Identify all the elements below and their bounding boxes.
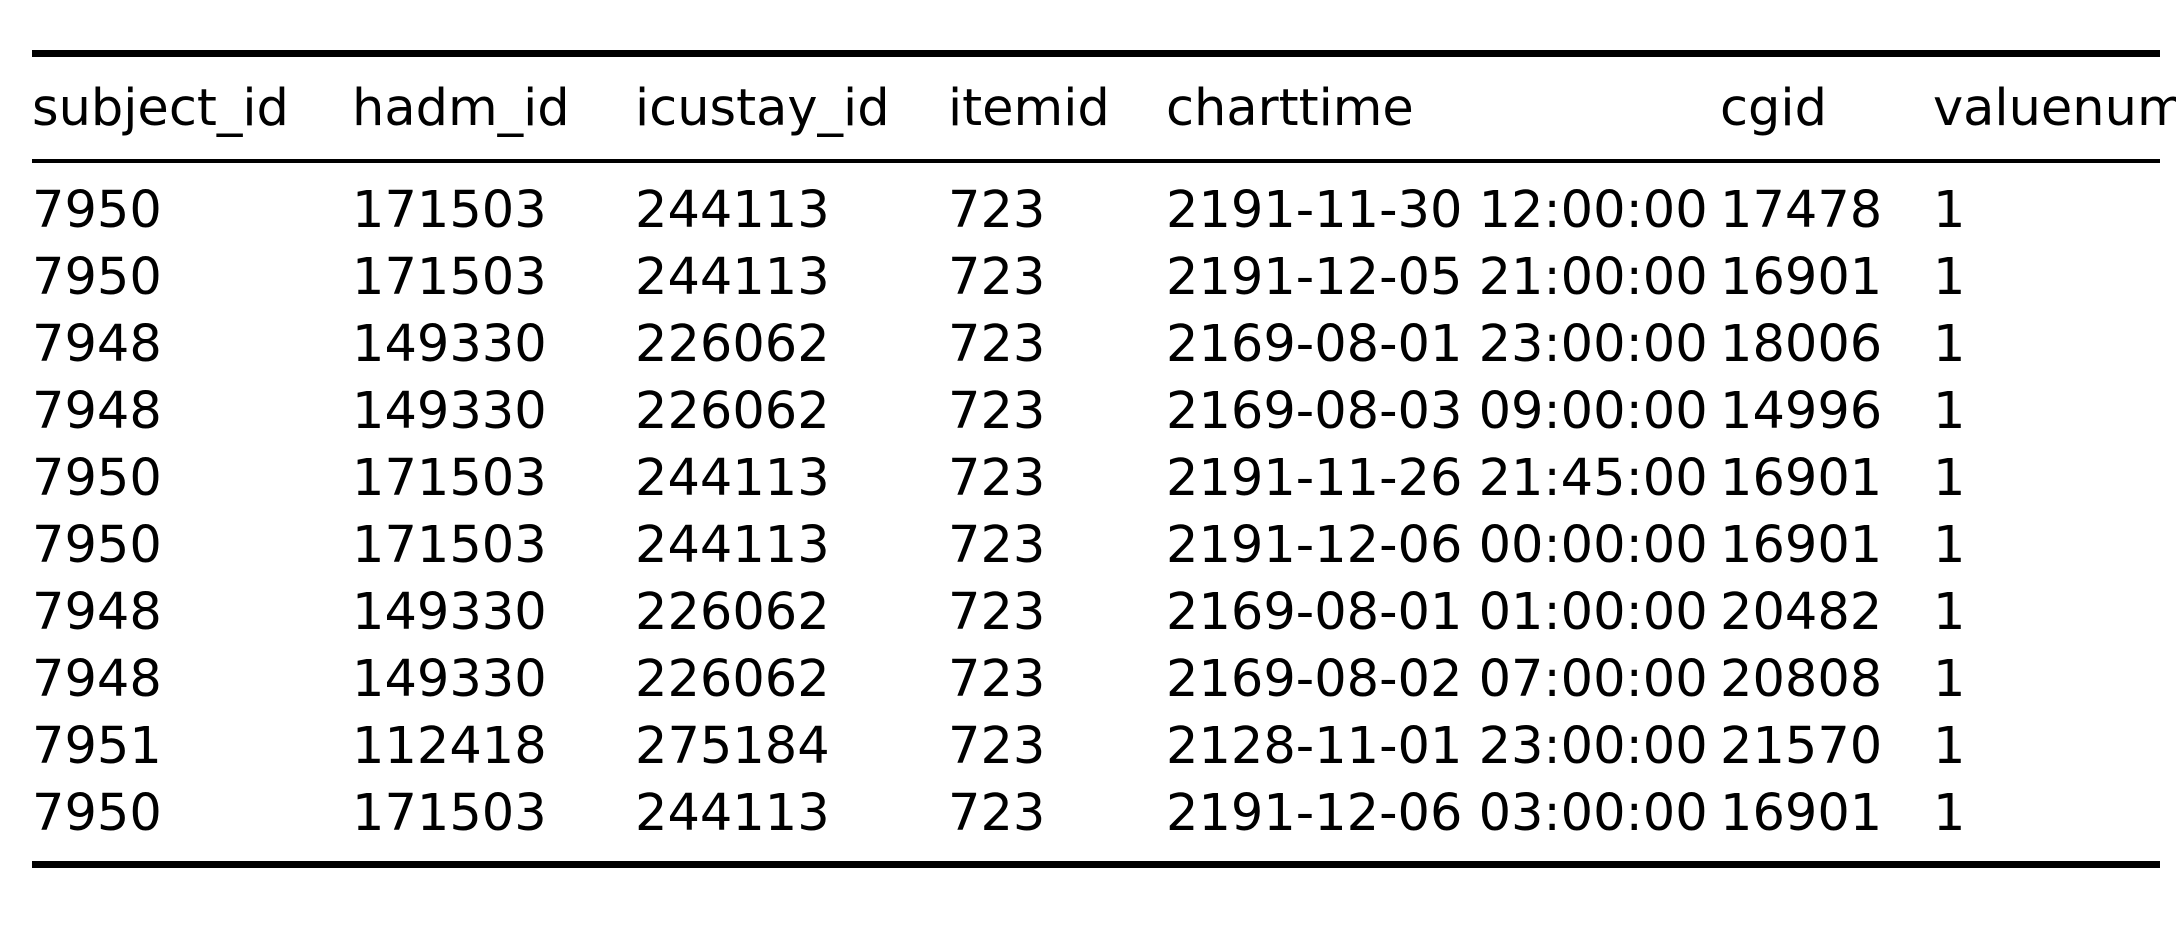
cell-icustay-id: 226062	[635, 650, 830, 709]
cell-valuenum: 1	[1933, 315, 1966, 374]
table-row: 7950 171503 244113 723 2191-11-30 12:00:…	[32, 161, 2160, 244]
cell-itemid: 723	[948, 315, 1046, 374]
cell-hadm-id: 149330	[352, 382, 547, 441]
cell-itemid: 723	[948, 449, 1046, 508]
table-row: 7950 171503 244113 723 2191-12-06 03:00:…	[32, 780, 2160, 865]
cell-icustay-id: 244113	[635, 516, 830, 575]
cell-cgid: 20482	[1720, 583, 1883, 642]
cell-valuenum: 1	[1933, 248, 1966, 307]
cell-valuenum: 1	[1933, 449, 1966, 508]
cell-charttime: 2169-08-01 01:00:00	[1166, 583, 1708, 642]
cell-cgid: 16901	[1720, 516, 1883, 575]
cell-hadm-id: 149330	[352, 315, 547, 374]
cell-hadm-id: 171503	[352, 449, 547, 508]
table-row: 7948 149330 226062 723 2169-08-03 09:00:…	[32, 378, 2160, 445]
cell-cgid: 16901	[1720, 784, 1883, 843]
cell-hadm-id: 171503	[352, 181, 547, 240]
table-header: subject_id hadm_id icustay_id itemid cha…	[32, 53, 2176, 161]
cell-charttime: 2191-12-06 00:00:00	[1166, 516, 1708, 575]
cell-valuenum: 1	[1933, 583, 1966, 642]
cell-cgid: 20808	[1720, 650, 1883, 709]
column-header-valuenum: valuenum	[1933, 78, 2176, 138]
cell-subject-id: 7948	[32, 382, 162, 441]
data-table-container: subject_id hadm_id icustay_id itemid cha…	[32, 50, 2176, 868]
cell-valuenum: 1	[1933, 382, 1966, 441]
cell-valuenum: 1	[1933, 181, 1966, 240]
cell-icustay-id: 226062	[635, 583, 830, 642]
table-row: 7948 149330 226062 723 2169-08-02 07:00:…	[32, 646, 2160, 713]
table-row: 7950 171503 244113 723 2191-12-06 00:00:…	[32, 512, 2160, 579]
cell-hadm-id: 149330	[352, 583, 547, 642]
cell-cgid: 18006	[1720, 315, 1883, 374]
cell-itemid: 723	[948, 382, 1046, 441]
table-row: 7950 171503 244113 723 2191-12-05 21:00:…	[32, 244, 2160, 311]
table-row: 7948 149330 226062 723 2169-08-01 01:00:…	[32, 579, 2160, 646]
cell-hadm-id: 171503	[352, 248, 547, 307]
cell-subject-id: 7950	[32, 516, 162, 575]
cell-itemid: 723	[948, 516, 1046, 575]
column-header-icustay-id: icustay_id	[635, 78, 890, 138]
table-row: 7948 149330 226062 723 2169-08-01 23:00:…	[32, 311, 2160, 378]
cell-subject-id: 7950	[32, 181, 162, 240]
cell-subject-id: 7950	[32, 248, 162, 307]
column-header-hadm-id: hadm_id	[352, 78, 570, 138]
cell-valuenum: 1	[1933, 784, 1966, 843]
cell-charttime: 2128-11-01 23:00:00	[1166, 717, 1708, 776]
cell-charttime: 2169-08-02 07:00:00	[1166, 650, 1708, 709]
cell-hadm-id: 149330	[352, 650, 547, 709]
cell-icustay-id: 226062	[635, 315, 830, 374]
column-header-charttime: charttime	[1166, 78, 1414, 138]
cell-charttime: 2191-11-26 21:45:00	[1166, 449, 1708, 508]
cell-icustay-id: 244113	[635, 449, 830, 508]
cell-itemid: 723	[948, 248, 1046, 307]
cell-itemid: 723	[948, 583, 1046, 642]
column-header-cgid: cgid	[1720, 78, 1827, 138]
cell-itemid: 723	[948, 717, 1046, 776]
cell-icustay-id: 275184	[635, 717, 830, 776]
cell-hadm-id: 171503	[352, 784, 547, 843]
cell-icustay-id: 244113	[635, 784, 830, 843]
cell-hadm-id: 171503	[352, 516, 547, 575]
cell-charttime: 2169-08-01 23:00:00	[1166, 315, 1708, 374]
cell-cgid: 21570	[1720, 717, 1883, 776]
cell-icustay-id: 226062	[635, 382, 830, 441]
cell-charttime: 2191-11-30 12:00:00	[1166, 181, 1708, 240]
cell-valuenum: 1	[1933, 717, 1966, 776]
header-row: subject_id hadm_id icustay_id itemid cha…	[32, 53, 2176, 161]
cell-cgid: 14996	[1720, 382, 1883, 441]
cell-icustay-id: 244113	[635, 181, 830, 240]
cell-valuenum: 1	[1933, 516, 1966, 575]
cell-hadm-id: 112418	[352, 717, 547, 776]
cell-icustay-id: 244113	[635, 248, 830, 307]
table-row: 7951 112418 275184 723 2128-11-01 23:00:…	[32, 713, 2160, 780]
cell-cgid: 16901	[1720, 248, 1883, 307]
cell-cgid: 16901	[1720, 449, 1883, 508]
cell-subject-id: 7950	[32, 784, 162, 843]
data-table: subject_id hadm_id icustay_id itemid cha…	[32, 50, 2176, 868]
cell-subject-id: 7948	[32, 315, 162, 374]
cell-cgid: 17478	[1720, 181, 1883, 240]
cell-subject-id: 7951	[32, 717, 162, 776]
cell-charttime: 2169-08-03 09:00:00	[1166, 382, 1708, 441]
cell-subject-id: 7950	[32, 449, 162, 508]
column-header-subject-id: subject_id	[32, 78, 289, 138]
cell-charttime: 2191-12-06 03:00:00	[1166, 784, 1708, 843]
cell-valuenum: 1	[1933, 650, 1966, 709]
cell-itemid: 723	[948, 181, 1046, 240]
table-body: 7950 171503 244113 723 2191-11-30 12:00:…	[32, 161, 2160, 865]
cell-subject-id: 7948	[32, 650, 162, 709]
column-header-itemid: itemid	[948, 78, 1110, 138]
cell-charttime: 2191-12-05 21:00:00	[1166, 248, 1708, 307]
cell-itemid: 723	[948, 650, 1046, 709]
cell-subject-id: 7948	[32, 583, 162, 642]
table-row: 7950 171503 244113 723 2191-11-26 21:45:…	[32, 445, 2160, 512]
cell-itemid: 723	[948, 784, 1046, 843]
